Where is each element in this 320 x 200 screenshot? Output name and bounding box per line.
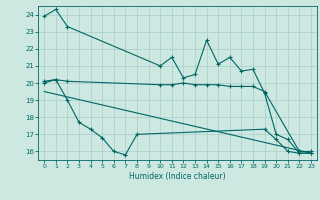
X-axis label: Humidex (Indice chaleur): Humidex (Indice chaleur) bbox=[129, 172, 226, 181]
